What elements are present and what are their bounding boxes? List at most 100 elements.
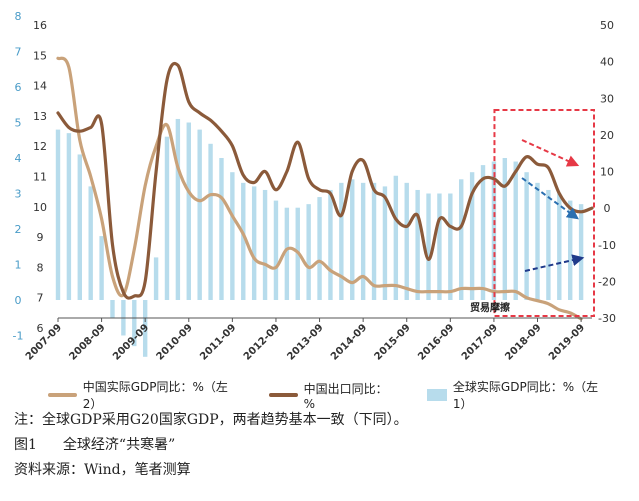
annotation-trade-friction: 贸易摩擦	[470, 301, 510, 314]
x-tick-label: 2010-09	[155, 322, 195, 362]
x-tick-label: 2007-09	[24, 322, 64, 362]
trend-arrow	[521, 139, 580, 167]
left-axis2-tick-label: 0	[15, 294, 22, 307]
left-axis1-tick-label: 15	[33, 49, 47, 62]
bar-world-gdp	[153, 257, 159, 300]
left-axis2-tick-label: 7	[15, 46, 22, 59]
bar-world-gdp	[175, 118, 181, 300]
legend-item-export: 中国出口同比：%	[268, 378, 389, 412]
bar-world-gdp	[557, 193, 562, 300]
figure-title: 全球经济“共寒暑”	[62, 437, 176, 453]
left-axis1-tick-label: 11	[33, 171, 47, 184]
left-axis1-tick-label: 16	[33, 19, 47, 32]
legend-swatch-export	[268, 393, 298, 397]
legend-label-china-gdp: 中国实际GDP同比：%（左2）	[82, 380, 228, 411]
x-tick-label: 2019-09	[547, 322, 587, 362]
left-axis2-tick-label: 3	[15, 188, 22, 201]
figure-number: 图1	[14, 437, 37, 453]
bar-world-gdp	[284, 207, 290, 300]
bar-world-gdp	[241, 182, 246, 300]
trend-arrow	[524, 254, 585, 272]
left-axis2-tick-label: 1	[15, 259, 22, 272]
bar-world-gdp	[459, 179, 464, 300]
x-tick-label: 2014-09	[329, 322, 369, 362]
highlight-box	[493, 109, 596, 317]
left-axis1-tick-label: 13	[33, 110, 47, 123]
right-axis-tick-label: 40	[600, 56, 614, 69]
right-axis-tick-label: 50	[600, 19, 614, 32]
left-axis1-tick-label: 8	[37, 261, 44, 274]
bar-world-gdp	[132, 300, 137, 347]
right-axis-tick-label: -30	[598, 312, 616, 325]
x-tick-label: 2017-09	[460, 322, 500, 362]
bar-world-gdp	[415, 189, 420, 300]
legend: 中国实际GDP同比：%（左2） 中国出口同比：% 全球实际GDP同比：%（左1）	[48, 378, 639, 412]
x-tick-label: 2018-09	[503, 322, 543, 362]
bar-world-gdp	[546, 189, 551, 300]
bar-world-gdp	[502, 158, 508, 300]
bar-world-gdp	[197, 129, 202, 300]
bar-world-gdp	[328, 189, 333, 300]
legend-item-world-gdp: 全球实际GDP同比：%（左1）	[427, 378, 601, 412]
bar-world-gdp	[317, 197, 322, 300]
bar-world-gdp	[469, 172, 475, 300]
note-line: 注：全球GDP采用G20国家GDP，两者趋势基本一致（下同）。	[14, 412, 408, 428]
bar-world-gdp	[350, 179, 355, 300]
bar-world-gdp	[535, 182, 540, 300]
bar-world-gdp	[110, 300, 115, 318]
bar-world-gdp	[448, 193, 453, 300]
right-axis-tick-label: -20	[598, 275, 616, 288]
left-axis2-tick-label: -1	[13, 330, 24, 343]
bar-world-gdp	[360, 182, 366, 300]
bar-world-gdp	[513, 161, 518, 300]
x-tick-label: 2011-09	[198, 322, 238, 362]
bar-world-gdp	[186, 122, 191, 300]
line-series	[56, 56, 594, 321]
chart-area: 2007-09 2008-09 2009-09 2010-09 2011-09 2012-…	[13, 10, 616, 363]
left-axis2-tick-label: 6	[15, 81, 22, 94]
bar-world-gdp	[524, 172, 529, 300]
line-export	[56, 61, 594, 300]
left-axis1-tick-label: 12	[33, 140, 47, 153]
line-china-gdp	[56, 56, 583, 321]
x-tick-label: 2015-09	[373, 322, 413, 362]
bar-world-gdp	[480, 165, 486, 300]
legend-swatch-china-gdp	[48, 393, 77, 397]
left-axis2-tick-label: 8	[15, 10, 22, 23]
left-axis1-tick-label: 9	[37, 231, 44, 244]
right-axis-tick-label: -10	[598, 239, 616, 252]
bar-world-gdp	[568, 200, 573, 300]
bar-world-gdp	[393, 175, 399, 300]
legend-label-world-gdp: 全球实际GDP同比：%（左1）	[452, 380, 599, 411]
x-tick-label: 2016-09	[416, 322, 456, 362]
bar-world-gdp	[99, 236, 104, 300]
bar-world-gdp	[55, 129, 61, 300]
right-axis-tick-label: 20	[600, 129, 614, 142]
right-axis-tick-label: 30	[600, 92, 614, 105]
legend-item-china-gdp: 中国实际GDP同比：%（左2）	[48, 378, 231, 412]
figure-caption: 图1 全球经济“共寒暑”	[14, 433, 408, 458]
bar-world-gdp	[382, 186, 388, 300]
bar-world-gdp	[306, 204, 311, 300]
bar-world-gdp	[164, 136, 170, 300]
bar-world-gdp	[251, 186, 257, 300]
x-tick-label: 2013-09	[285, 322, 325, 362]
bar-world-gdp	[371, 182, 377, 300]
left-axis1-tick-label: 6	[37, 322, 44, 335]
bar-world-gdp	[88, 186, 93, 300]
bar-world-gdp	[404, 182, 409, 300]
left-axis2-tick-label: 2	[15, 223, 22, 236]
left-axis2-tick-label: 4	[15, 152, 22, 165]
bar-world-gdp	[66, 133, 72, 300]
right-axis-tick-label: 0	[604, 202, 611, 215]
bar-world-gdp	[339, 182, 344, 300]
legend-label-export: 中国出口同比：%	[303, 381, 388, 411]
bar-world-gdp	[77, 154, 82, 300]
bar-world-gdp	[208, 143, 213, 300]
bar-world-gdp	[219, 158, 224, 300]
left-axis1-tick-label: 14	[33, 80, 47, 93]
annotations: 贸易摩擦	[470, 109, 596, 317]
left-axis2-tick-label: 5	[15, 117, 22, 130]
left-axis1-tick-label: 10	[33, 201, 47, 214]
bar-world-gdp	[437, 193, 442, 300]
